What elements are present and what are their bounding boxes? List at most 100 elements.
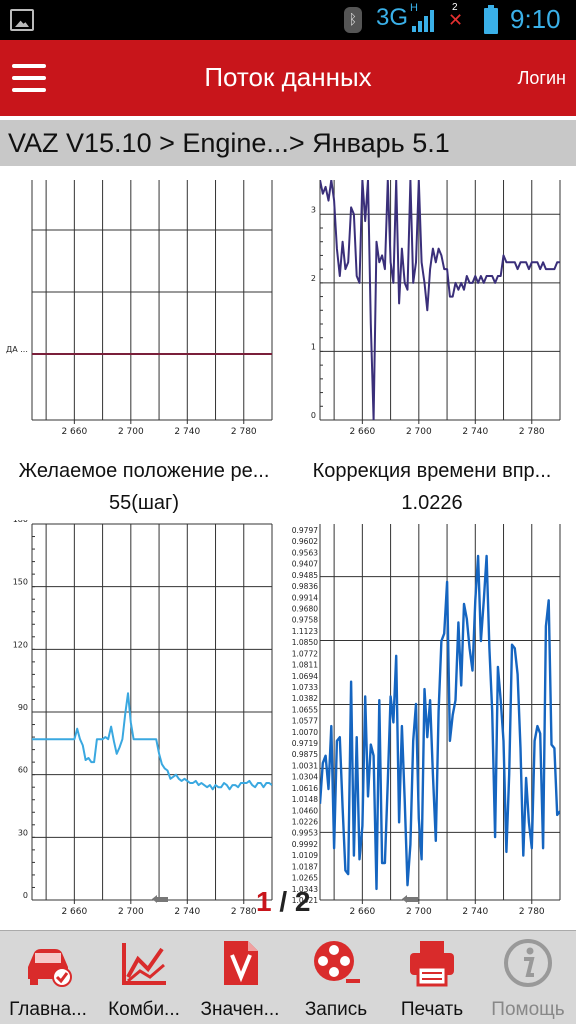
y-tick-label: 0.9953 [292,829,318,838]
x-tick-label: 2 700 [118,907,144,917]
y-tick-label: 90 [18,703,28,712]
x-tick-label: 2 660 [349,427,375,437]
gauge-name-3: Желаемое положение ре... [18,460,270,482]
x-tick-label: 2 780 [519,907,545,917]
y-tick-label: 1.0733 [292,683,318,692]
y-tick-label: 1.0694 [292,672,318,681]
network-subtype: H [410,2,418,14]
y-tick-label: 0.9914 [292,593,318,602]
y-tick-label: 0.9719 [292,739,318,748]
car-check-icon [28,949,72,987]
scroll-handle [406,897,418,902]
help-button[interactable]: Помощь [480,931,576,1024]
y-tick-label: 1.0226 [292,818,318,827]
y-tick-label: 1.1123 [292,627,318,636]
status-bar: ᛒ 3G H 2 ✕ 9:10 [0,0,576,40]
series-line [320,180,560,420]
print-button[interactable]: Печать [384,931,480,1024]
y-tick-label: 60 [18,766,28,775]
print-label: Печать [400,999,464,1020]
chart-panel-3[interactable]: 2 660 2 700 2 740 2 780 0 30 60 90 120 150 180 [0,520,288,920]
combined-button[interactable]: Комби... [96,931,192,1024]
x-tick-label: 2 780 [231,907,257,917]
series-line [32,692,272,791]
chart-svg: 2 660 2 700 2 740 2 780 0 30 60 90 120 150 180 [13,520,273,917]
y-tick-label: 1.0070 [292,728,318,737]
value-document-icon [224,941,258,985]
bluetooth-icon: ᛒ [344,7,362,33]
y-tick-label: 30 [18,828,28,837]
y-tick-label: 1.0616 [292,784,318,793]
scroll-arrow-icon [152,895,157,903]
chart-svg: 2 660 2 700 2 740 2 780 0.9797 0.9602 0.9563 0.… [292,524,561,917]
y-tick-label: 150 [13,578,28,587]
x-tick-label: 2 740 [174,907,200,917]
y-tick-label: 1.0304 [292,773,318,782]
hamburger-menu-icon[interactable] [12,64,46,92]
total-pages: 2 [294,886,311,917]
sim-slot-label: 2 [452,2,458,13]
y-tick-label: 1.0421 [292,896,318,905]
gauge-value-3: 55(шаг) [108,492,180,514]
y-tick-label: 2 [311,274,316,283]
page-indicator: 1 / 2 [256,886,311,918]
record-label: Запись [304,999,368,1020]
chart-panel-1[interactable]: 2 660 2 700 2 740 2 780 ДА ... [0,172,288,442]
y-tick-label: 3 [311,205,316,214]
series-line [320,554,560,891]
record-button[interactable]: Запись [288,931,384,1024]
x-tick-label: 2 780 [231,427,257,437]
record-film-icon [314,941,360,983]
y-tick-label: 0.9797 [292,526,318,535]
y-tick-label: 0 [311,411,316,420]
y-tick-label: 0 [23,891,28,900]
y-tick-label: 0.9992 [292,840,318,849]
value-button[interactable]: Значен... [192,931,288,1024]
x-tick-label: 2 740 [462,427,488,437]
y-tick-label: 0.9875 [292,750,318,759]
chart-panel-4[interactable]: 2 660 2 700 2 740 2 780 0.9797 0.9602 0.9563 0.… [288,520,576,920]
app-bar: Поток данных Логин [0,40,576,116]
x-tick-label: 2 740 [462,907,488,917]
x-tick-label: 2 660 [61,907,87,917]
y-tick-label: 1.0460 [292,806,318,815]
y-tick-label: 1.0031 [292,761,318,770]
y-tick-label: 1.0850 [292,638,318,647]
chart-panel-2[interactable]: 2 660 2 700 2 740 2 780 0 1 2 3 [288,172,576,442]
y-tick-label: 120 [13,640,28,649]
y-tick-label: 0.9407 [292,560,318,569]
y-tick-label: 1.0343 [292,885,318,894]
current-page: 1 [256,886,272,917]
y-tick-label: 1.0772 [292,649,318,658]
y-tick-label: 0.9680 [292,604,318,613]
x-tick-label: 2 700 [118,427,144,437]
x-tick-label: 2 740 [174,427,200,437]
x-tick-label: 2 700 [406,427,432,437]
printer-icon [410,941,454,987]
help-label: Помощь [491,999,565,1020]
info-icon [504,939,552,987]
page-separator: / [271,886,295,917]
login-button[interactable]: Логин [517,68,566,88]
breadcrumb: VAZ V15.10 > Engine...> Январь 5.1 [0,120,576,166]
y-tick-label: 1.0265 [292,874,318,883]
y-tick-label: 1 [311,342,316,351]
combined-chart-icon [122,943,166,985]
scroll-handle [156,897,168,902]
signal-icon [412,10,438,32]
y-tick-label: 1.0577 [292,717,318,726]
gauge-value-4: 1.0226 [401,492,463,514]
no-signal-icon: ✕ [448,10,464,30]
x-tick-label: 2 780 [519,427,545,437]
y-tick-label: 1.0811 [292,661,318,670]
y-tick-label: 1.0655 [292,705,318,714]
y-tick-label: 1.0148 [292,795,318,804]
y-tick-label: 0.9602 [292,537,318,546]
bottom-toolbar: Главна... Комби... Значен... Запись [0,930,576,1024]
scroll-arrow-icon [402,895,407,903]
combined-label: Комби... [108,999,180,1020]
x-tick-label: 2 700 [406,907,432,917]
y-tick-label: 0.9758 [292,616,318,625]
home-button[interactable]: Главна... [0,931,96,1024]
clock: 9:10 [510,4,561,34]
